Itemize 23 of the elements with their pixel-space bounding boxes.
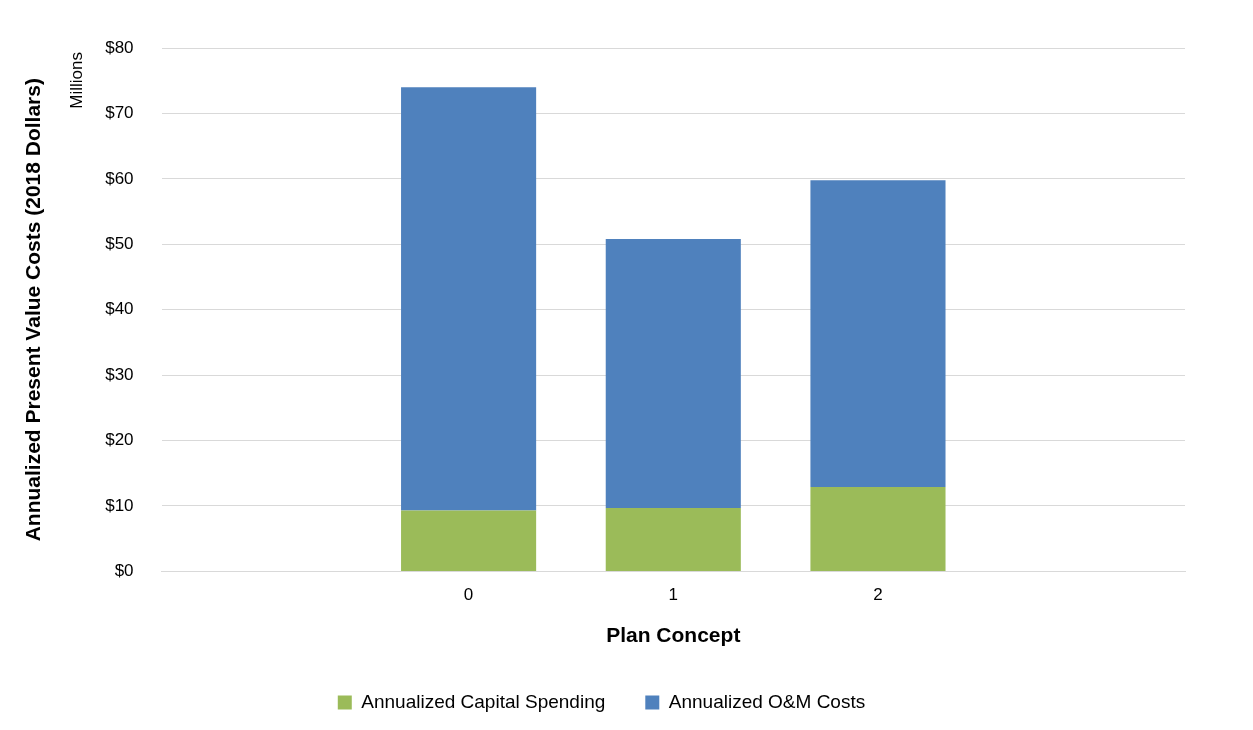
bar	[605, 507, 741, 571]
y-tick-label: $50	[105, 233, 134, 253]
y-axis-title: Annualized Present Value Costs (2018 Dollars)	[21, 78, 45, 542]
y-tick-label: $10	[105, 495, 134, 515]
legend-label: Annualized O&M Costs	[668, 690, 866, 712]
y-tick-label: $20	[105, 430, 134, 450]
y-tick-label: $80	[105, 37, 134, 57]
y-tick-label: $0	[114, 561, 134, 581]
bar	[810, 180, 946, 487]
x-tick-label: 0	[463, 585, 474, 605]
y-tick-label: $40	[105, 299, 134, 319]
y-tick-label: $60	[105, 168, 134, 188]
bar	[810, 487, 946, 571]
x-tick-label: 1	[668, 585, 679, 605]
y-tick-label: $70	[105, 103, 134, 123]
legend-label: Annualized Capital Spending	[361, 690, 606, 712]
bar	[401, 510, 537, 571]
bar	[401, 87, 537, 511]
x-tick-label: 2	[873, 585, 883, 605]
x-axis-title: Plan Concept	[606, 623, 741, 647]
y-tick-label: $30	[105, 364, 134, 384]
bar	[605, 239, 741, 508]
text: Millions	[67, 52, 87, 109]
